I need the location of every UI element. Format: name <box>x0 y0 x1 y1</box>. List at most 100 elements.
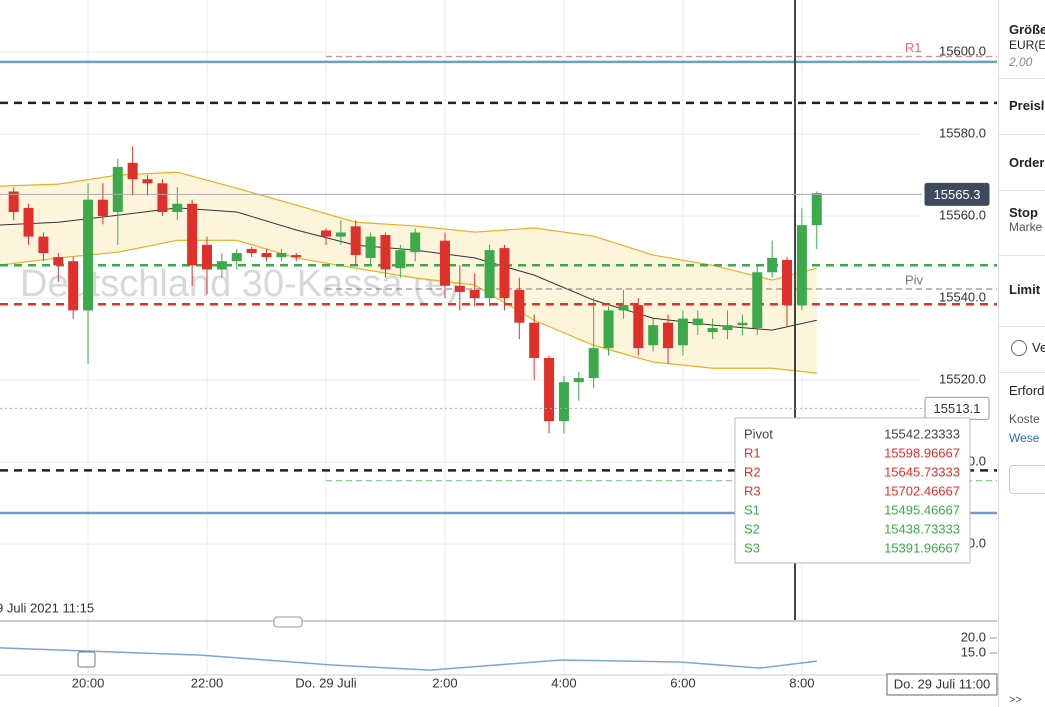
candle-body <box>395 250 406 269</box>
pivot-value: 15702.46667 <box>884 483 960 498</box>
separator <box>999 326 1045 327</box>
label: Größe <box>1009 22 1045 37</box>
separator <box>999 372 1045 373</box>
separator <box>999 134 1045 135</box>
candle-body <box>618 305 629 311</box>
separator <box>999 255 1045 256</box>
x-tick-label: Do. 29 Juli <box>295 675 357 690</box>
candle-body <box>216 261 227 270</box>
candle-body <box>752 272 763 329</box>
candle-body <box>68 261 79 311</box>
candle-body <box>380 234 391 270</box>
candle-body <box>811 193 822 226</box>
y-tick-label: 15540.0 <box>939 290 986 305</box>
pivot-label: R2 <box>744 464 761 479</box>
candle-body <box>202 244 213 270</box>
candle-body <box>97 199 108 217</box>
price-box <box>924 182 990 206</box>
separator <box>999 190 1045 191</box>
y-tick-label: 15600.0 <box>939 44 986 59</box>
pivot-label: S1 <box>744 502 760 517</box>
candle-body <box>529 322 540 358</box>
candle-body <box>157 183 168 212</box>
candle-body <box>767 257 778 273</box>
label: 2,00 <box>1009 55 1033 69</box>
pivot-label: S3 <box>744 540 760 555</box>
date-label: 9 Juli 2021 11:15 <box>0 600 94 615</box>
candle-body <box>187 203 198 266</box>
candle-body <box>782 259 793 306</box>
candle-body <box>722 325 733 331</box>
candle-body <box>320 230 331 237</box>
candle-body <box>544 357 555 422</box>
candle-body <box>603 310 614 349</box>
input[interactable] <box>1009 465 1045 494</box>
label: Erford <box>1009 383 1045 398</box>
candle-body <box>484 250 495 299</box>
candle-body <box>291 255 302 258</box>
label: Ve <box>1032 340 1045 355</box>
label: EUR(E <box>1009 38 1045 52</box>
label: Order <box>1009 155 1045 170</box>
more[interactable]: >> <box>1009 694 1022 706</box>
candle-body <box>8 191 19 212</box>
indicator-line <box>0 647 817 671</box>
calendar-icon <box>77 651 96 668</box>
label: Marke <box>1009 220 1043 234</box>
candle-body <box>112 166 123 212</box>
separator <box>999 78 1045 79</box>
order-panel: Größe EUR(E 2,00 Preisl Order Stop Marke… <box>998 0 1045 707</box>
radio[interactable] <box>1011 340 1027 356</box>
cursor-label: Do. 29 Juli 11:00 <box>894 676 991 691</box>
candle-body <box>365 236 376 258</box>
label: Koste <box>1009 412 1040 426</box>
candle-body <box>707 328 718 333</box>
cursor-box <box>886 673 998 696</box>
candle-body <box>737 322 748 326</box>
candle-body <box>558 382 569 422</box>
level-label: R1 <box>905 40 922 55</box>
pivot-label: Pivot <box>744 426 773 441</box>
y-tick-label: 15580.0 <box>939 126 986 141</box>
candle-body <box>439 240 450 286</box>
candle-body <box>261 253 272 258</box>
x-tick-label: 20:00 <box>72 675 105 690</box>
candle-body <box>633 305 644 349</box>
candle-body <box>454 285 465 292</box>
pivot-label: R3 <box>744 483 761 498</box>
y-tick-label: 15560.0 <box>939 208 986 223</box>
x-tick-label: 8:00 <box>789 675 814 690</box>
candle-body <box>172 203 183 212</box>
pivot-value: 15438.73333 <box>884 521 960 536</box>
candle-body <box>588 348 599 379</box>
candle-body <box>796 225 807 306</box>
label: Limit <box>1009 282 1041 297</box>
chart: 20:00 22:00 Do. 29 Juli 2:00 4:00 6:00 8:00Deu… <box>0 0 998 696</box>
x-tick-label: 4:00 <box>551 675 576 690</box>
candle-body <box>335 232 346 237</box>
candle-body <box>53 257 64 266</box>
x-tick-label: 2:00 <box>432 675 457 690</box>
resize-handle <box>273 616 303 628</box>
level-label: Piv <box>905 272 924 287</box>
pivot-value: 15495.46667 <box>884 502 960 517</box>
candle-body <box>692 318 703 326</box>
candle-body <box>246 248 257 254</box>
candle-body <box>127 162 138 180</box>
pivot-value: 15645.73333 <box>884 464 960 479</box>
pivot-value: 15598.96667 <box>884 445 960 460</box>
candle-body <box>83 199 94 311</box>
y-tick-label: 15520.0 <box>939 372 986 387</box>
candle-body <box>499 248 510 299</box>
price-label: 15565.3 <box>934 187 981 202</box>
price-label: 15513.1 <box>934 401 981 416</box>
candle-body <box>514 289 525 323</box>
candle-body <box>648 325 659 346</box>
candle-body <box>663 322 674 349</box>
pivot-value: 15542.23333 <box>884 426 960 441</box>
pivot-value: 15391.96667 <box>884 540 960 555</box>
candle-body <box>350 226 361 256</box>
candle-body <box>276 253 287 258</box>
link[interactable]: Wese <box>1009 431 1040 445</box>
